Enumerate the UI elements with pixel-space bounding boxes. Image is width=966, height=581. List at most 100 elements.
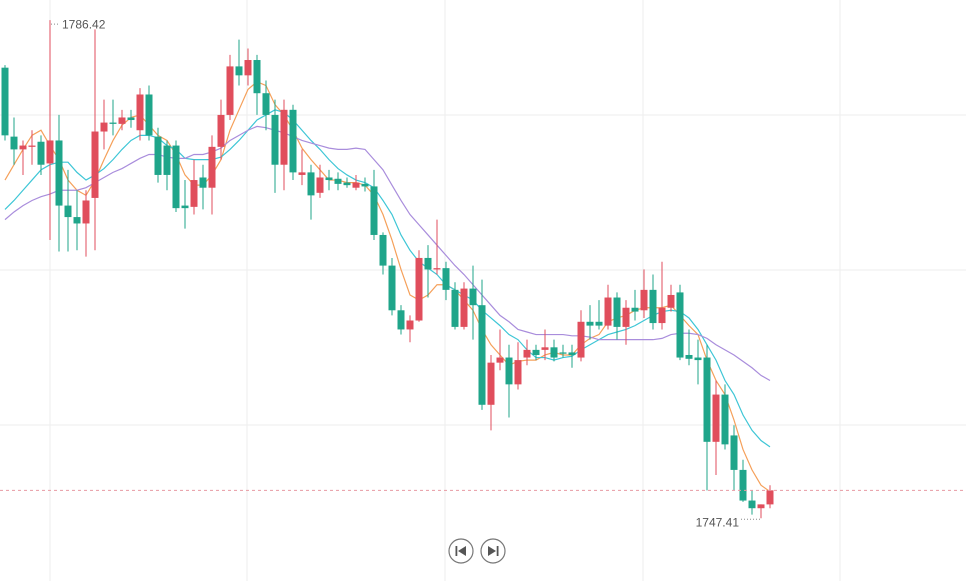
next-icon-bar[interactable] xyxy=(496,546,499,556)
candle-body xyxy=(397,310,405,330)
candle-body xyxy=(235,66,243,76)
candle-body xyxy=(766,490,774,505)
candle-body xyxy=(415,257,423,321)
candle-body xyxy=(199,177,207,188)
candle-body xyxy=(694,357,702,361)
candle-body xyxy=(55,140,63,206)
candle-body xyxy=(505,357,513,385)
candle-body xyxy=(595,321,603,326)
candle-body xyxy=(478,305,486,405)
candle-body xyxy=(217,114,225,147)
candle-body xyxy=(685,354,693,359)
candle-body xyxy=(325,177,333,181)
candle-body xyxy=(487,362,495,405)
candle-body xyxy=(721,394,729,445)
candle-body xyxy=(28,145,36,147)
candle-body xyxy=(1,67,9,136)
candle-body xyxy=(163,145,171,175)
candle-body xyxy=(271,114,279,165)
candle-body xyxy=(289,109,297,173)
candle-body xyxy=(604,297,612,326)
candle-body xyxy=(226,66,234,115)
max-label: 1786.42 xyxy=(62,17,106,31)
candle-body xyxy=(622,307,630,327)
candle-body xyxy=(10,136,18,150)
candle-body xyxy=(667,294,675,308)
candle-body xyxy=(712,394,720,442)
candle-body xyxy=(190,180,198,207)
candle-body xyxy=(739,469,747,501)
min-label: 1747.41 xyxy=(696,515,740,529)
candle-body xyxy=(388,265,396,311)
candle-body xyxy=(442,268,450,290)
candle-body xyxy=(316,177,324,193)
candle-body xyxy=(514,360,522,385)
next-icon[interactable] xyxy=(488,546,496,556)
candle-body xyxy=(73,217,81,224)
candle-body xyxy=(541,347,549,350)
candle-body xyxy=(280,109,288,165)
candle-body xyxy=(433,268,441,270)
candle-body xyxy=(424,257,432,270)
candle-body xyxy=(82,200,90,224)
candle-body xyxy=(676,292,684,358)
candle-body xyxy=(757,504,765,509)
candle-body xyxy=(181,205,189,209)
candle-body xyxy=(523,349,531,358)
candle-body xyxy=(46,140,54,164)
candle-body xyxy=(343,182,351,186)
candle-body xyxy=(172,145,180,209)
candle-body xyxy=(532,349,540,355)
candle-body xyxy=(262,93,270,115)
candle-body xyxy=(559,352,567,354)
candle-body xyxy=(208,146,216,188)
next-button[interactable] xyxy=(480,538,506,564)
candle-body xyxy=(334,178,342,184)
candle-body xyxy=(469,288,477,306)
candle-body xyxy=(649,289,657,324)
candle-body xyxy=(496,357,504,363)
plot: 1786.42 1747.41 xyxy=(0,17,966,529)
ma-line xyxy=(4,109,771,448)
candle-body xyxy=(460,288,468,327)
candle-body xyxy=(154,136,162,175)
candle-body xyxy=(127,117,135,121)
candle-body xyxy=(109,122,117,124)
prev-icon[interactable] xyxy=(458,546,466,556)
candle-body xyxy=(136,94,144,131)
candle-body xyxy=(19,145,27,150)
candle-body xyxy=(37,141,45,165)
candle-body xyxy=(730,435,738,470)
candle-body xyxy=(145,94,153,136)
prev-icon-bar[interactable] xyxy=(455,546,458,556)
candle-body xyxy=(307,172,315,196)
candle-body xyxy=(352,182,360,188)
ma-line xyxy=(4,125,771,382)
candle-body xyxy=(64,205,72,218)
candle-body xyxy=(100,122,108,132)
candle-body xyxy=(568,352,576,355)
candle-body xyxy=(748,500,756,509)
candle-body xyxy=(550,347,558,358)
candle-body xyxy=(451,289,459,327)
candle-body xyxy=(253,60,261,94)
candle-body xyxy=(703,357,711,442)
candle-body xyxy=(244,60,252,76)
candle-body xyxy=(586,321,594,326)
candle-body xyxy=(613,297,621,327)
ma-line xyxy=(4,81,771,493)
candle-body xyxy=(91,131,99,198)
candle-body xyxy=(640,289,648,311)
candle-body xyxy=(406,320,414,330)
candle-body xyxy=(370,186,378,235)
candle-body xyxy=(577,321,585,358)
prev-button[interactable] xyxy=(448,538,474,564)
candle-body xyxy=(379,234,387,266)
candle-body xyxy=(658,307,666,324)
candle-body xyxy=(118,117,126,124)
candle-body xyxy=(298,172,306,175)
candle-body xyxy=(361,183,369,187)
